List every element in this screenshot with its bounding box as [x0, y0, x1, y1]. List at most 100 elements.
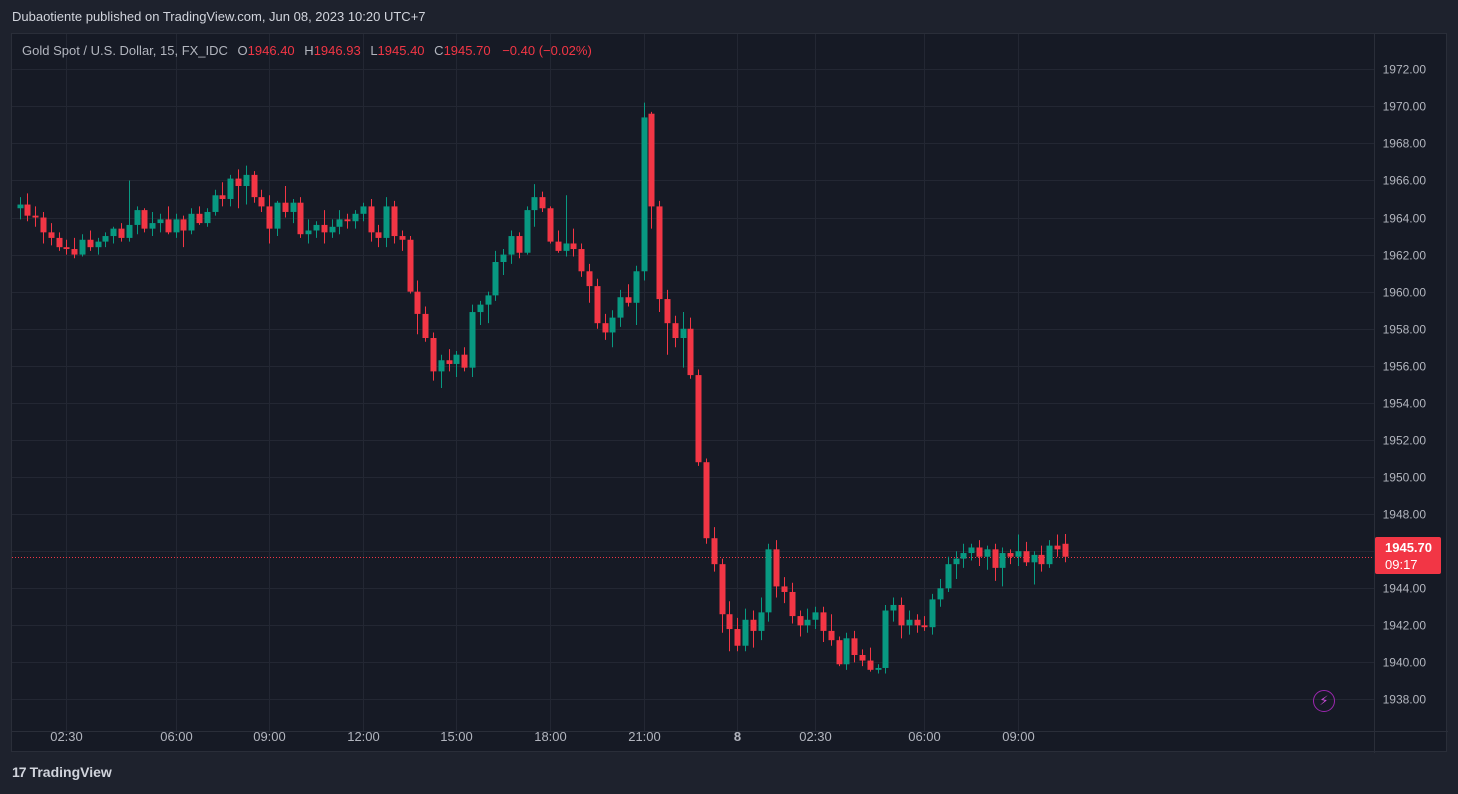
low-value: 1945.40	[377, 43, 425, 58]
candle-body	[843, 638, 850, 665]
lightning-icon[interactable]: ⚡	[1313, 690, 1335, 712]
brand-name: TradingView	[29, 764, 112, 780]
candle-body	[352, 213, 359, 222]
candle-body	[765, 549, 772, 613]
candle-body	[1046, 545, 1053, 565]
open-key: O	[237, 43, 248, 58]
tradingview-logo[interactable]: 17 TradingView	[12, 764, 112, 780]
candle-body	[453, 354, 460, 364]
close-value: 1945.70	[443, 43, 491, 58]
candle-body	[882, 610, 889, 668]
candle-body	[17, 204, 24, 209]
candle-body	[1023, 551, 1030, 563]
y-tick-label: 1972.00	[1383, 63, 1427, 77]
candle-body	[313, 224, 320, 231]
candle-body	[32, 215, 39, 218]
candle-body	[875, 667, 882, 670]
chart-area[interactable]: 1938.001940.001942.001944.001946.001948.…	[11, 33, 1448, 753]
candle-body	[524, 210, 531, 253]
candle-body	[563, 243, 570, 251]
candle-body	[656, 206, 663, 300]
open-value: 1946.40	[247, 43, 295, 58]
candle-body	[196, 213, 203, 224]
x-tick-label: 06:00	[160, 729, 193, 744]
candle-body	[773, 549, 780, 587]
candle-body	[648, 113, 655, 207]
candle-body	[165, 219, 172, 233]
candle-body	[1054, 545, 1061, 550]
candle-body	[375, 232, 382, 238]
candle-body	[609, 317, 616, 333]
candle-body	[812, 612, 819, 620]
candle-body	[617, 297, 624, 318]
candle-body	[110, 228, 117, 237]
candle-body	[1031, 554, 1038, 563]
candle-body	[149, 223, 156, 229]
candle-body	[836, 640, 843, 665]
y-tick-label: 1938.00	[1383, 693, 1427, 707]
candle-body	[664, 299, 671, 324]
candle-body	[321, 224, 328, 233]
symbol-title[interactable]: Gold Spot / U.S. Dollar, 15, FX_IDC	[22, 43, 228, 58]
candle-body	[516, 236, 523, 253]
x-tick-label: 8	[734, 729, 741, 744]
y-tick-label: 1950.00	[1383, 471, 1427, 485]
candle-body	[391, 206, 398, 237]
candle-body	[274, 202, 281, 229]
candle-body	[430, 338, 437, 372]
candle-body	[531, 197, 538, 211]
candle-body	[984, 549, 991, 557]
candle-body	[477, 304, 484, 313]
last-price: 1945.70	[1385, 540, 1432, 555]
y-tick-label: 1964.00	[1383, 212, 1427, 226]
candle-body	[126, 224, 133, 238]
x-tick-label: 15:00	[440, 729, 473, 744]
low-key: L	[370, 43, 378, 58]
candle-body	[87, 239, 94, 248]
candle-body	[360, 206, 367, 214]
candle-body	[711, 538, 718, 565]
candle-body	[71, 249, 78, 255]
change-value: −0.40 (−0.02%)	[502, 43, 592, 58]
candle-body	[547, 208, 554, 242]
candle-body	[999, 553, 1006, 568]
candle-body	[297, 202, 304, 235]
candle-body	[329, 226, 336, 233]
candle-body	[859, 654, 866, 661]
candle-body	[500, 254, 507, 263]
candle-body	[672, 323, 679, 339]
x-tick-label: 12:00	[347, 729, 380, 744]
candle-body	[48, 232, 55, 238]
x-tick-label: 09:00	[253, 729, 286, 744]
candle-body	[992, 549, 999, 568]
last-price-badge: 1945.70 09:17	[1375, 537, 1441, 574]
candle-body	[336, 219, 343, 227]
candle-body	[383, 206, 390, 238]
candle-body	[914, 619, 921, 626]
publish-info: Dubaotiente published on TradingView.com…	[12, 9, 426, 24]
candle-body	[703, 462, 710, 539]
y-tick-label: 1940.00	[1383, 656, 1427, 670]
candle-body	[305, 230, 312, 235]
candle-body	[758, 612, 765, 631]
candle-body	[680, 328, 687, 339]
candle-body	[960, 553, 967, 559]
candle-body	[641, 117, 648, 272]
high-key: H	[304, 43, 314, 58]
candle-body	[695, 375, 702, 463]
y-tick-label: 1954.00	[1383, 397, 1427, 411]
y-tick-label: 1968.00	[1383, 137, 1427, 151]
candlestick-chart[interactable]: 1938.001940.001942.001944.001946.001948.…	[12, 34, 1448, 753]
candle-body	[726, 614, 733, 630]
y-tick-label: 1960.00	[1383, 286, 1427, 300]
candle-body	[687, 328, 694, 376]
candle-body	[461, 354, 468, 368]
candle-body	[625, 297, 632, 303]
candle-body	[446, 360, 453, 364]
candle-body	[438, 360, 445, 372]
candle-body	[227, 178, 234, 199]
candle-body	[399, 236, 406, 240]
candle-body	[134, 210, 141, 225]
candle-body	[469, 312, 476, 368]
y-tick-label: 1958.00	[1383, 323, 1427, 337]
